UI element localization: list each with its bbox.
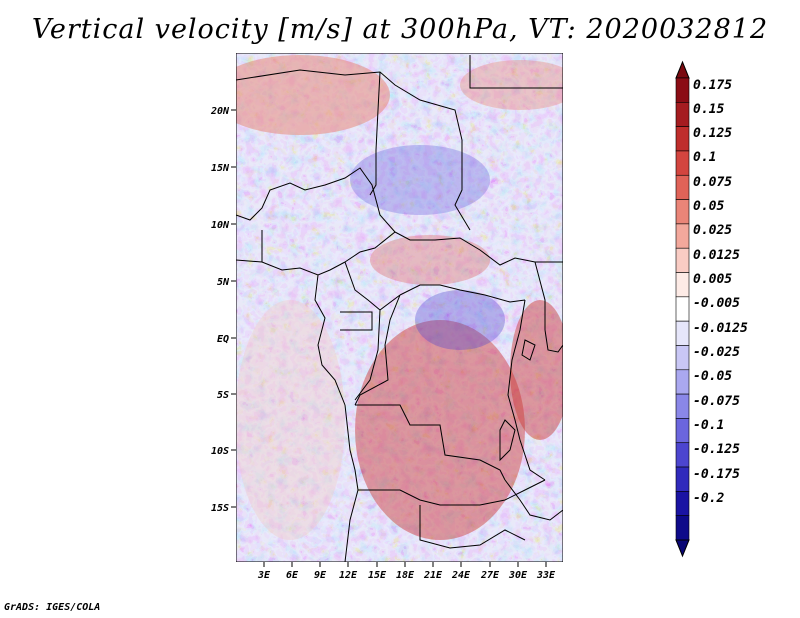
colorbar-swatch	[675, 174, 690, 200]
colorbar: 0.175 0.15 0.125 0.1 0.075 0.05 0.025 0.0125 0.0…	[675, 60, 748, 558]
colorbar-swatch	[675, 199, 690, 225]
colorbar-level-label: 0.075	[693, 175, 732, 190]
colorbar-swatch	[675, 393, 690, 419]
lat-label: 20N	[210, 106, 230, 117]
lat-label: 15S	[211, 503, 229, 514]
colorbar-swatch	[675, 126, 690, 152]
colorbar-swatch	[675, 491, 690, 516]
colorbar-bottom-arrow	[675, 539, 690, 558]
lat-label: 5S	[217, 390, 229, 401]
colorbar-swatch	[675, 296, 690, 322]
weak-region-west	[236, 300, 345, 540]
colorbar-swatch	[675, 150, 690, 176]
colorbar-level-label: 0.15	[693, 102, 724, 117]
colorbar-swatch	[675, 369, 690, 395]
lon-label: 27E	[480, 570, 500, 581]
colorbar-swatch	[675, 515, 690, 541]
colorbar-level-label: 0.1	[693, 150, 716, 165]
colorbar-level-label: -0.075	[693, 394, 740, 409]
colorbar-swatch	[675, 345, 690, 371]
negative-region-sahel	[350, 145, 490, 215]
colorbar-swatch	[675, 466, 690, 492]
positive-region-northeast	[460, 60, 563, 110]
lat-label: 15N	[211, 163, 230, 174]
lat-label: 10S	[211, 446, 229, 457]
colorbar-level-label: 0.05	[693, 199, 724, 214]
lon-label: 12E	[339, 570, 358, 581]
colorbar-level-label: -0.025	[693, 345, 740, 360]
lon-label: 24E	[451, 570, 471, 581]
lon-label: 18E	[396, 570, 415, 581]
colorbar-level-label: -0.0125	[693, 321, 748, 336]
velocity-field-noise	[236, 53, 563, 562]
political-boundaries	[236, 55, 563, 562]
lon-label: 3E	[257, 570, 271, 581]
grads-credit: GrADS: IGES/COLA	[4, 602, 101, 613]
lat-labels: 20N 15N 10N 5N EQ 5S 10S 15S	[210, 106, 230, 514]
colorbar-level-label: -0.2	[693, 491, 724, 506]
colorbar-level-label: 0.0125	[693, 248, 740, 263]
colorbar-swatch	[675, 442, 690, 468]
plot-title: Vertical velocity [m/s] at 300hPa, VT: 2…	[31, 14, 769, 45]
map-panel	[236, 53, 563, 562]
colorbar-top-arrow	[675, 60, 690, 79]
lon-label: 15E	[368, 570, 387, 581]
colorbar-swatch	[675, 272, 690, 298]
colorbar-swatch	[675, 102, 690, 127]
lat-label: 5N	[217, 277, 230, 288]
colorbar-level-label: -0.05	[693, 369, 732, 384]
lat-label: EQ	[217, 334, 229, 345]
colorbar-level-label: -0.1	[693, 418, 724, 433]
positive-region-south	[355, 320, 525, 540]
lon-label: 9E	[314, 570, 327, 581]
colorbar-level-label: 0.025	[693, 223, 732, 238]
colorbar-swatch	[675, 320, 690, 346]
colorbar-swatch	[675, 418, 690, 444]
lon-labels: 3E 6E 9E 12E 15E 18E 21E 24E 27E 30E 33E	[257, 570, 556, 581]
colorbar-swatch	[675, 77, 690, 103]
lon-label: 6E	[286, 570, 299, 581]
colorbar-level-label: -0.125	[693, 442, 740, 457]
lat-label: 10N	[211, 220, 230, 231]
colorbar-level-label: 0.125	[693, 126, 732, 141]
colorbar-swatch	[675, 247, 690, 273]
lat-ticks	[231, 109, 236, 508]
lon-label: 21E	[423, 570, 443, 581]
colorbar-swatch	[675, 223, 690, 249]
lon-ticks	[263, 562, 547, 567]
colorbar-level-label: -0.175	[693, 467, 740, 482]
positive-region-east	[510, 300, 563, 440]
lon-label: 33E	[536, 570, 556, 581]
colorbar-level-label: 0.005	[693, 272, 732, 287]
lon-label: 30E	[508, 570, 528, 581]
positive-region-north	[236, 55, 390, 135]
colorbar-level-label: -0.005	[693, 296, 740, 311]
colorbar-level-label: 0.175	[693, 78, 732, 93]
positive-region-central	[370, 235, 490, 285]
negative-region-congo	[415, 290, 505, 350]
